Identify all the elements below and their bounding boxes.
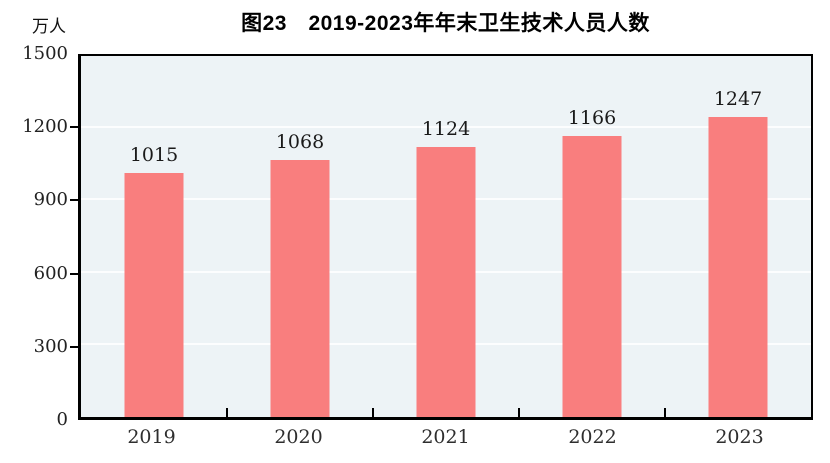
bar-value-label: 1068 — [275, 130, 325, 153]
y-axis-tick — [70, 272, 78, 275]
x-tick-label: 2019 — [127, 426, 176, 448]
bar-group-2023: 1247 — [665, 56, 811, 417]
bar-group-2021: 1124 — [373, 56, 519, 417]
y-tick-label: 1200 — [22, 116, 68, 138]
y-axis-unit-label: 万人 — [32, 17, 66, 37]
y-axis-tick — [70, 199, 78, 202]
x-axis-boundary-tick — [518, 408, 520, 417]
x-axis-boundary-tick — [664, 408, 666, 417]
y-tick-label: 1500 — [22, 43, 68, 64]
x-tick-label: 2022 — [568, 426, 617, 448]
y-tick-label: 600 — [33, 262, 68, 284]
bar-value-label: 1166 — [567, 107, 617, 130]
chart-title: 图23 2019-2023年年末卫生技术人员人数 — [241, 12, 650, 35]
bar-group-2019: 1015 — [81, 56, 227, 417]
x-tick-label: 2023 — [715, 426, 764, 448]
bar-value-label: 1247 — [713, 87, 763, 110]
y-tick-label: 300 — [33, 335, 68, 357]
x-axis-boundary-tick — [226, 408, 228, 417]
bar-2023 — [708, 116, 768, 417]
x-axis-boundary-tick — [372, 408, 374, 417]
bar-group-2020: 1068 — [227, 56, 373, 417]
bar-2020 — [270, 159, 330, 417]
y-tick-label: 900 — [33, 189, 68, 211]
bar-2022 — [562, 136, 622, 417]
x-tick-label: 2021 — [421, 426, 470, 448]
bar-value-label: 1015 — [129, 143, 179, 166]
bar-value-label: 1124 — [421, 117, 471, 140]
bar-2021 — [416, 146, 476, 417]
y-tick-label: 0 — [56, 409, 68, 430]
y-axis-tick — [70, 126, 78, 129]
x-tick-label: 2020 — [274, 426, 323, 448]
gridline — [81, 126, 811, 129]
bar-2019 — [124, 172, 184, 417]
plot-area: 1015 1068 1124 1166 1247 — [78, 54, 813, 420]
plot-inner: 1015 1068 1124 1166 1247 — [81, 56, 811, 417]
y-axis-tick — [70, 345, 78, 348]
bar-group-2022: 1166 — [519, 56, 665, 417]
